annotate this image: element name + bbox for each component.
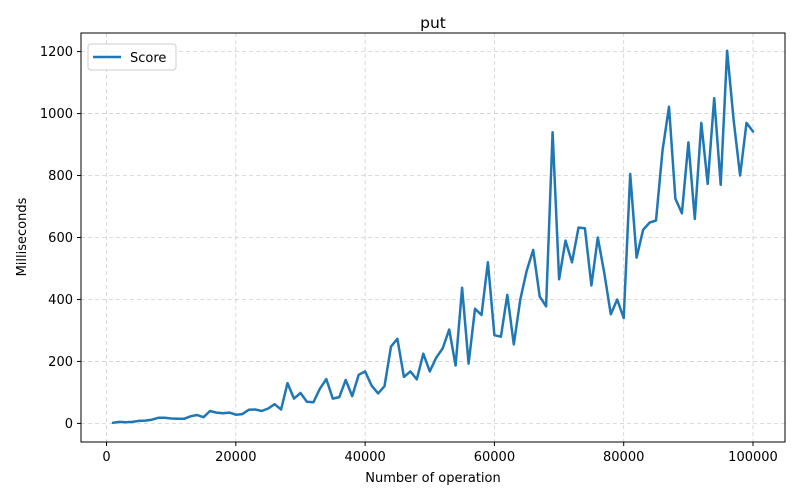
- y-axis-label: Milliseconds: [15, 197, 30, 276]
- y-tick-label: 800: [48, 169, 73, 184]
- legend-label: Score: [130, 51, 166, 66]
- y-tick-label: 0: [65, 417, 73, 432]
- y-tick-label: 1000: [40, 107, 73, 122]
- legend: Score: [87, 43, 177, 71]
- series-layer: [111, 49, 755, 425]
- x-tick-label: 0: [102, 450, 110, 465]
- x-tick-label: 20000: [215, 450, 256, 465]
- y-tick-label: 600: [48, 231, 73, 246]
- x-tick-label: 60000: [474, 450, 515, 465]
- x-tick-label: 80000: [603, 450, 644, 465]
- chart-title: put: [420, 14, 446, 32]
- y-tick-label: 400: [48, 293, 73, 308]
- y-ticks: 0 200 400 600 800 1000 1200: [40, 45, 81, 432]
- legend-box: [87, 43, 177, 71]
- x-tick-label: 100000: [728, 450, 778, 465]
- x-axis-label: Number of operation: [365, 471, 500, 486]
- x-tick-label: 40000: [344, 450, 385, 465]
- y-tick-label: 1200: [40, 45, 73, 60]
- y-tick-label: 200: [48, 355, 73, 370]
- grid: [81, 33, 785, 442]
- series-line-score: [111, 49, 755, 425]
- x-ticks: 0 20000 40000 60000 80000 100000: [102, 442, 778, 465]
